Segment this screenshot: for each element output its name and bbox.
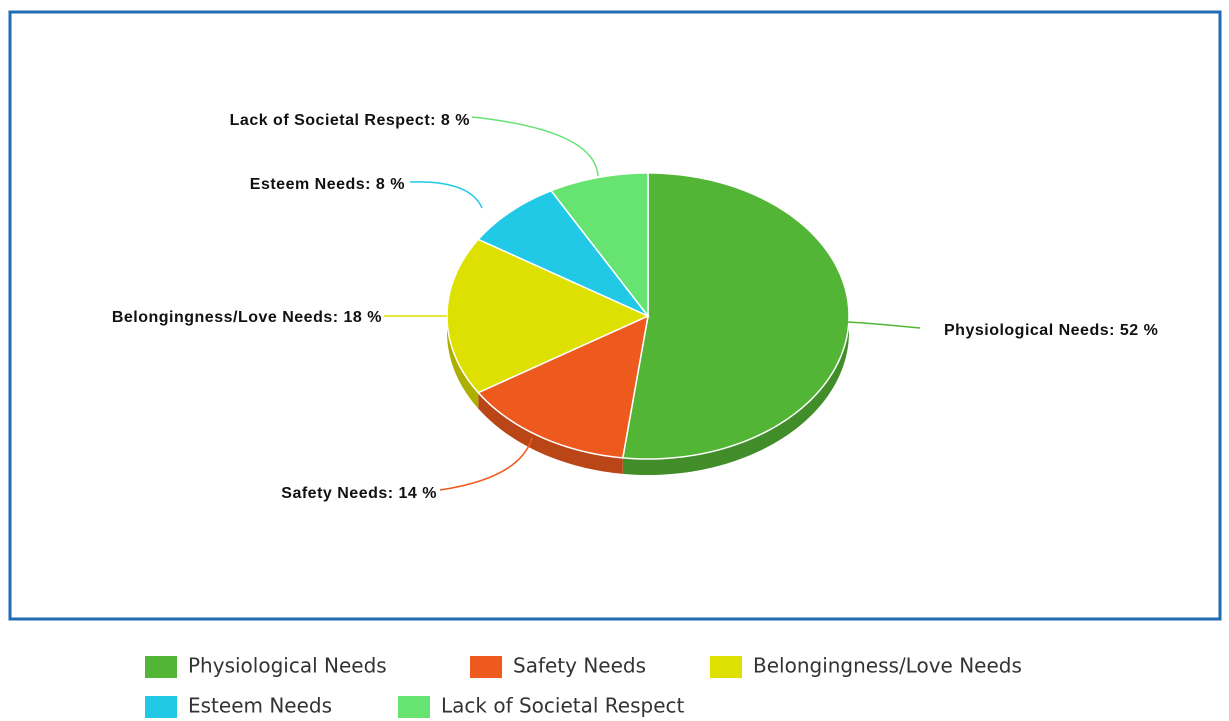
data-label: Esteem Needs: 8 % [250,176,405,193]
legend-swatch [145,656,177,678]
legend-label: Safety Needs [513,654,646,678]
legend-swatch [145,696,177,718]
leader-line [439,437,533,491]
data-label: Safety Needs: 14 % [281,485,437,502]
legend-label: Lack of Societal Respect [441,694,684,718]
legend-label: Physiological Needs [188,654,387,678]
legend-swatch [710,656,742,678]
legend-swatch [470,656,502,678]
data-label: Lack of Societal Respect: 8 % [230,112,470,129]
legend-label: Belongingness/Love Needs [753,654,1022,678]
legend-label: Esteem Needs [188,694,332,718]
pie-slice [477,189,649,317]
leader-line [409,181,483,209]
data-label: Physiological Needs: 52 % [944,322,1158,339]
leader-line [847,321,921,329]
pie-slice [549,172,649,319]
pie-slice [621,172,850,460]
pie-slice-side [478,392,623,474]
data-label: Belongingness/Love Needs: 18 % [112,309,382,326]
leader-line [471,116,599,177]
pie-slice [477,314,649,459]
legend-swatch [398,696,430,718]
